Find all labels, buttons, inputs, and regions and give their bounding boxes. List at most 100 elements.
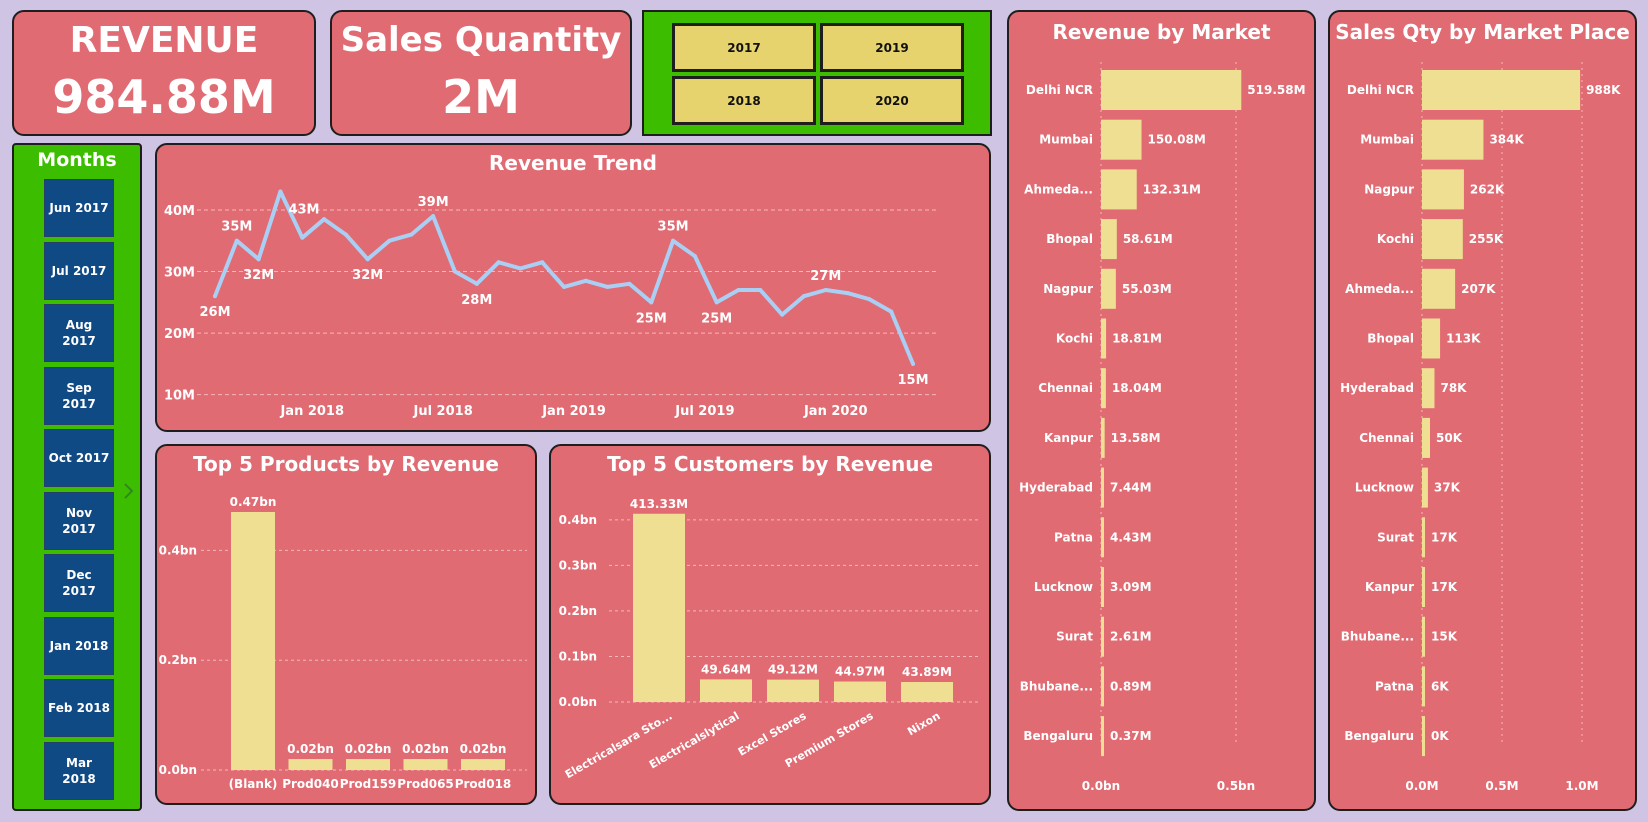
data-label: 27M xyxy=(810,269,841,284)
y-tick-label: Lucknow xyxy=(1034,580,1093,594)
x-tick-label: 1.0M xyxy=(1565,779,1598,793)
x-tick-label: Prod018 xyxy=(455,777,512,791)
bar xyxy=(346,759,390,770)
data-point xyxy=(234,238,239,243)
top-products-chart: 0.0bn 0.2bn 0.4bn 0.47bn (Blank) 0.02bn Prod04… xyxy=(159,495,527,791)
bar xyxy=(633,513,685,702)
y-tick-label: Patna xyxy=(1054,530,1093,544)
x-tick-label: Jan 2020 xyxy=(803,404,868,419)
data-point xyxy=(431,214,436,219)
months-slicer: Months Jun 2017 Jul 2017 Aug 2017 Sep 20… xyxy=(12,143,142,811)
x-tick-label: Prod159 xyxy=(340,777,397,791)
data-label: 113K xyxy=(1446,332,1481,346)
data-point xyxy=(714,300,719,305)
chevron-right-icon[interactable] xyxy=(122,481,136,501)
data-label: 0.02bn xyxy=(287,742,334,756)
bar xyxy=(288,759,333,770)
data-label: 2.61M xyxy=(1110,630,1152,644)
revenue-trend-chart: 10M 20M 30M 40M Jan 2018 Jul 2018 Jan 2019 Jul … xyxy=(164,189,937,419)
data-point xyxy=(736,288,741,292)
sales-quantity-kpi-value: 2M xyxy=(442,70,520,124)
bar xyxy=(1422,368,1435,409)
data-label: 0K xyxy=(1431,729,1449,743)
month-item[interactable]: Mar 2018 xyxy=(44,742,114,800)
year-slicer: 2017 2019 2018 2020 xyxy=(642,10,992,136)
month-item[interactable]: Feb 2018 xyxy=(44,679,114,737)
bar xyxy=(1422,219,1463,260)
x-tick-label: Jul 2018 xyxy=(412,404,472,419)
data-label: 413.33M xyxy=(630,497,688,511)
data-label: 35M xyxy=(658,220,689,235)
month-item[interactable]: Nov 2017 xyxy=(44,492,114,550)
year-button-2018[interactable]: 2018 xyxy=(672,76,816,125)
y-tick-label: Delhi NCR xyxy=(1347,83,1414,97)
y-tick-label: 0.1bn xyxy=(559,649,597,663)
x-tick-label: Prod065 xyxy=(397,777,454,791)
y-tick-label: Bengaluru xyxy=(1344,729,1414,743)
y-tick-label: Bhubane... xyxy=(1020,679,1093,693)
y-tick-label: Mumbai xyxy=(1360,133,1414,147)
months-slicer-title: Months xyxy=(37,149,117,171)
y-tick-label: Bhubane... xyxy=(1341,630,1414,644)
data-point xyxy=(300,235,305,240)
bar xyxy=(1422,666,1425,707)
bar xyxy=(1422,70,1581,110)
month-item[interactable]: Jan 2018 xyxy=(44,617,114,675)
month-item[interactable]: Dec 2017 xyxy=(44,554,114,612)
bar xyxy=(1422,616,1425,657)
data-label: 15K xyxy=(1431,630,1458,644)
data-label: 44.97M xyxy=(835,665,885,679)
y-tick-label: 0.0bn xyxy=(159,763,197,777)
month-item[interactable]: Jun 2017 xyxy=(44,179,114,237)
year-button-2017[interactable]: 2017 xyxy=(672,23,816,72)
y-tick-label: 0.2bn xyxy=(159,653,197,667)
y-tick-label: Hyderabad xyxy=(1340,381,1414,395)
x-tick-label: Nixon xyxy=(905,709,942,738)
y-tick-label: Surat xyxy=(1377,530,1414,544)
year-button-2019[interactable]: 2019 xyxy=(820,23,964,72)
data-point xyxy=(780,312,785,317)
data-point xyxy=(256,257,261,262)
year-button-2020[interactable]: 2020 xyxy=(820,76,964,125)
data-label: 18.04M xyxy=(1112,381,1162,395)
y-tick-label: Patna xyxy=(1375,679,1414,693)
chart-title: Revenue by Market xyxy=(1052,20,1271,44)
month-item[interactable]: Aug 2017 xyxy=(44,304,114,362)
chart-title: Top 5 Products by Revenue xyxy=(193,452,499,476)
data-label: 28M xyxy=(461,293,492,308)
data-label: 35M xyxy=(221,220,252,235)
y-tick-label: Bhopal xyxy=(1367,332,1414,346)
revenue-trend-line xyxy=(213,189,915,366)
month-item[interactable]: Jul 2017 xyxy=(44,242,114,300)
data-label: 50K xyxy=(1436,431,1463,445)
bar xyxy=(901,682,953,702)
bar xyxy=(461,759,505,770)
bar xyxy=(1101,219,1117,260)
x-tick-label: 0.0bn xyxy=(1082,779,1120,793)
month-item[interactable]: Oct 2017 xyxy=(44,429,114,487)
data-label: 32M xyxy=(352,268,383,283)
top-products-card: Top 5 Products by Revenue 0.0bn 0.2bn 0.4b… xyxy=(155,444,537,805)
bar xyxy=(834,681,886,702)
bar xyxy=(1101,318,1107,359)
data-point xyxy=(213,294,217,299)
y-tick-label: Kanpur xyxy=(1365,580,1414,594)
data-point xyxy=(322,217,327,222)
data-label: 43.89M xyxy=(902,665,952,679)
data-label: 6K xyxy=(1431,679,1449,693)
x-tick-label: 0.5bn xyxy=(1217,779,1255,793)
bar xyxy=(1101,417,1105,458)
y-tick-label: Surat xyxy=(1056,630,1093,644)
y-tick-label: Chennai xyxy=(1038,381,1093,395)
data-label: 4.43M xyxy=(1110,530,1152,544)
data-point xyxy=(365,257,370,262)
month-item[interactable]: Sep 2017 xyxy=(44,367,114,425)
bar xyxy=(1101,567,1104,607)
data-point xyxy=(278,189,283,194)
sales-quantity-kpi-label: Sales Quantity xyxy=(340,20,622,60)
y-tick-label: 0.0bn xyxy=(559,695,597,709)
bar xyxy=(1101,368,1106,409)
bar xyxy=(1422,467,1428,508)
y-tick-label: Bhopal xyxy=(1046,232,1093,246)
data-point xyxy=(671,238,676,243)
